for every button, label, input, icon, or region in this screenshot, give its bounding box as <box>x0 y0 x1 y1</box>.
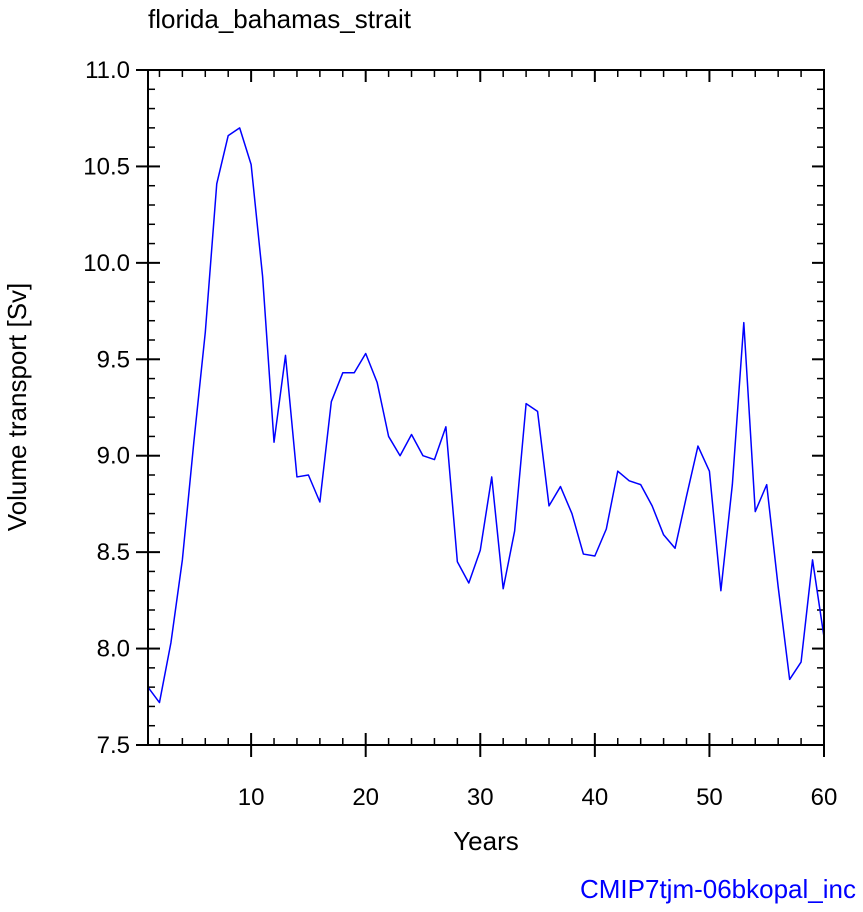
chart-title: florida_bahamas_strait <box>148 4 412 34</box>
y-minor-ticks <box>148 88 824 727</box>
footer-label: CMIP7tjm-06bkopal_inc <box>580 874 856 904</box>
x-axis-title: Years <box>453 826 519 856</box>
y-tick-label: 8.0 <box>97 636 130 663</box>
x-tick-label: 30 <box>467 784 494 811</box>
x-tick-label: 40 <box>581 784 608 811</box>
y-tick-label: 7.5 <box>97 732 130 759</box>
y-tick-label: 9.5 <box>97 346 130 373</box>
x-tick-label: 50 <box>696 784 723 811</box>
series-lines <box>147 127 825 704</box>
y-tick-labels: 7.5 8.0 8.5 9.0 9.5 10.0 10.5 11.0 <box>83 57 130 759</box>
x-minor-ticks <box>158 70 802 745</box>
x-tick-label: 10 <box>238 784 265 811</box>
y-tick-label: 10.0 <box>83 250 130 277</box>
y-tick-label: 9.0 <box>97 443 130 470</box>
y-tick-label: 8.5 <box>97 539 130 566</box>
series-line-0 <box>147 127 825 704</box>
y-tick-label: 11.0 <box>85 57 130 84</box>
y-major-ticks <box>136 69 824 746</box>
x-tick-label: 60 <box>811 784 838 811</box>
x-tick-labels: 10 20 30 40 50 60 <box>238 784 838 811</box>
y-tick-label: 10.5 <box>83 153 130 180</box>
plot-frame <box>147 69 825 746</box>
x-tick-label: 20 <box>352 784 379 811</box>
y-axis-title: Volume transport [Sv] <box>2 283 32 532</box>
